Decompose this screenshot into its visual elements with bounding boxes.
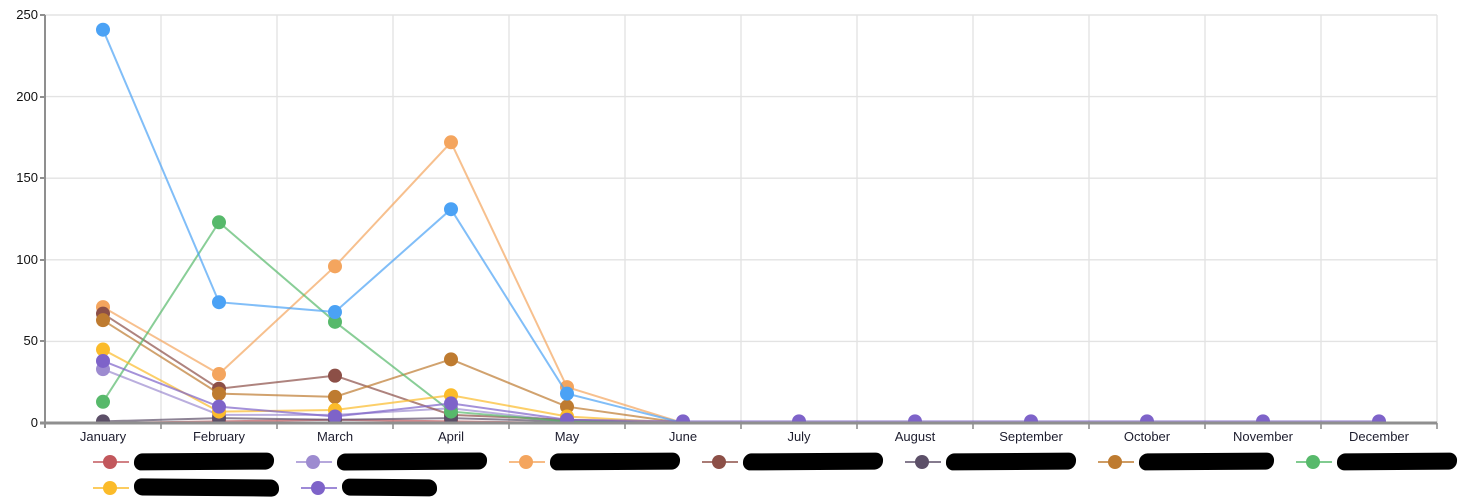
series-blue-point[interactable] xyxy=(560,386,574,401)
series-purple-point[interactable] xyxy=(1024,414,1038,428)
legend-item-series-yellow[interactable] xyxy=(93,478,280,497)
series-brown-point[interactable] xyxy=(560,399,574,414)
legend-label-redacted xyxy=(1336,452,1458,471)
series-yellow-line xyxy=(102,348,684,423)
legend-marker-icon xyxy=(702,454,738,470)
legend-marker-icon xyxy=(1098,454,1134,470)
series-blue-point[interactable] xyxy=(212,295,226,310)
legend-marker-icon xyxy=(93,480,129,496)
series-yellow-point[interactable] xyxy=(96,342,110,357)
series-green-point[interactable] xyxy=(96,394,110,409)
legend-dot-icon xyxy=(915,454,929,469)
series-purple-point[interactable] xyxy=(212,399,226,414)
x-tick-label-december: December xyxy=(1349,429,1409,444)
series-brown-point[interactable] xyxy=(444,352,458,367)
legend-marker-icon xyxy=(301,480,337,496)
legend-item-series-dark-purple[interactable] xyxy=(905,452,1077,471)
series-blue-point[interactable] xyxy=(328,305,342,320)
legend-item-series-green[interactable] xyxy=(1296,452,1458,471)
series-purple-point[interactable] xyxy=(444,396,458,411)
legend-item-series-light-purple[interactable] xyxy=(296,452,488,471)
series-brown-point[interactable] xyxy=(212,386,226,401)
series-green-point[interactable] xyxy=(328,314,342,329)
series-brown-point[interactable] xyxy=(96,313,110,328)
x-tick-label-october: October xyxy=(1123,429,1171,444)
series-maroon-point[interactable] xyxy=(328,368,342,383)
legend-item-series-maroon[interactable] xyxy=(702,452,884,471)
legend-marker-icon xyxy=(93,454,129,470)
series-light-orange-point[interactable] xyxy=(328,259,342,274)
y-tick-label: 50 xyxy=(23,333,38,349)
legend-item-series-light-orange[interactable] xyxy=(509,452,681,471)
legend-marker-icon xyxy=(905,454,941,470)
y-tick-mark xyxy=(40,14,45,16)
legend-dot-icon xyxy=(103,480,117,495)
y-tick-label: 150 xyxy=(16,170,38,186)
series-light-orange-point[interactable] xyxy=(444,135,458,150)
x-tick-label-january: January xyxy=(79,429,127,444)
y-tick-mark xyxy=(40,258,45,261)
legend-dot-icon xyxy=(306,454,320,469)
legend-label-redacted xyxy=(341,478,438,497)
x-tick-label-november: November xyxy=(1233,429,1293,444)
legend-label-redacted xyxy=(1138,452,1275,471)
legend-label-redacted xyxy=(133,478,280,497)
x-tick-label-april: April xyxy=(437,429,464,444)
series-brown-line xyxy=(102,319,684,423)
series-brown-point[interactable] xyxy=(328,389,342,404)
series-purple-point[interactable] xyxy=(96,353,110,368)
legend-row-1 xyxy=(93,452,1477,471)
legend-label-redacted xyxy=(336,452,488,471)
legend-item-series-purple[interactable] xyxy=(301,478,438,497)
x-tick-label-may: May xyxy=(554,429,580,444)
series-light-orange-point[interactable] xyxy=(212,367,226,382)
y-tick-label: 100 xyxy=(16,251,38,267)
series-purple-point[interactable] xyxy=(560,412,574,427)
series-purple-point[interactable] xyxy=(1372,414,1386,428)
legend-label-redacted xyxy=(742,452,884,471)
y-tick-mark xyxy=(40,340,45,343)
series-purple-point[interactable] xyxy=(792,414,806,428)
legend-label-redacted xyxy=(133,452,275,471)
legend-dot-icon xyxy=(519,454,533,469)
legend-marker-icon xyxy=(509,454,545,470)
legend-marker-icon xyxy=(296,454,332,470)
legend-dot-icon xyxy=(1108,454,1122,469)
series-purple-point[interactable] xyxy=(908,414,922,428)
legend-marker-icon xyxy=(1296,454,1332,470)
series-blue-point[interactable] xyxy=(444,202,458,217)
x-tick-label-august: August xyxy=(894,429,936,444)
x-tick-label-september: September xyxy=(999,429,1063,444)
series-light-orange-line xyxy=(102,140,684,423)
legend-row-2 xyxy=(93,478,459,497)
series-purple-point[interactable] xyxy=(1140,414,1154,428)
x-tick-label-february: February xyxy=(192,429,246,444)
series-purple-point[interactable] xyxy=(328,409,342,423)
series-purple-point[interactable] xyxy=(676,414,690,428)
series-blue-point[interactable] xyxy=(96,22,110,37)
series-purple-line xyxy=(102,360,1379,423)
y-tick-mark xyxy=(40,95,45,98)
x-tick-label-june: June xyxy=(668,429,698,444)
legend-dot-icon xyxy=(712,454,726,469)
y-tick-label: 0 xyxy=(30,415,38,430)
series-blue-line xyxy=(102,29,684,423)
y-tick-label: 250 xyxy=(16,7,38,22)
y-tick-mark xyxy=(40,177,45,180)
legend-label-redacted xyxy=(945,452,1077,471)
legend-dot-icon xyxy=(103,454,117,469)
legend-dot-icon xyxy=(1306,454,1320,469)
legend-item-series-brown[interactable] xyxy=(1098,452,1275,471)
series-green-point[interactable] xyxy=(212,215,226,230)
series-purple-point[interactable] xyxy=(1256,414,1270,428)
legend-dot-icon xyxy=(311,480,325,495)
legend-label-redacted xyxy=(549,452,681,471)
plot-area xyxy=(40,14,1438,429)
x-tick-label-march: March xyxy=(316,429,354,444)
series-dark-purple-point[interactable] xyxy=(96,414,110,428)
y-tick-label: 200 xyxy=(16,88,38,104)
legend-item-series-red[interactable] xyxy=(93,452,275,471)
x-tick-label-july: July xyxy=(787,429,811,444)
